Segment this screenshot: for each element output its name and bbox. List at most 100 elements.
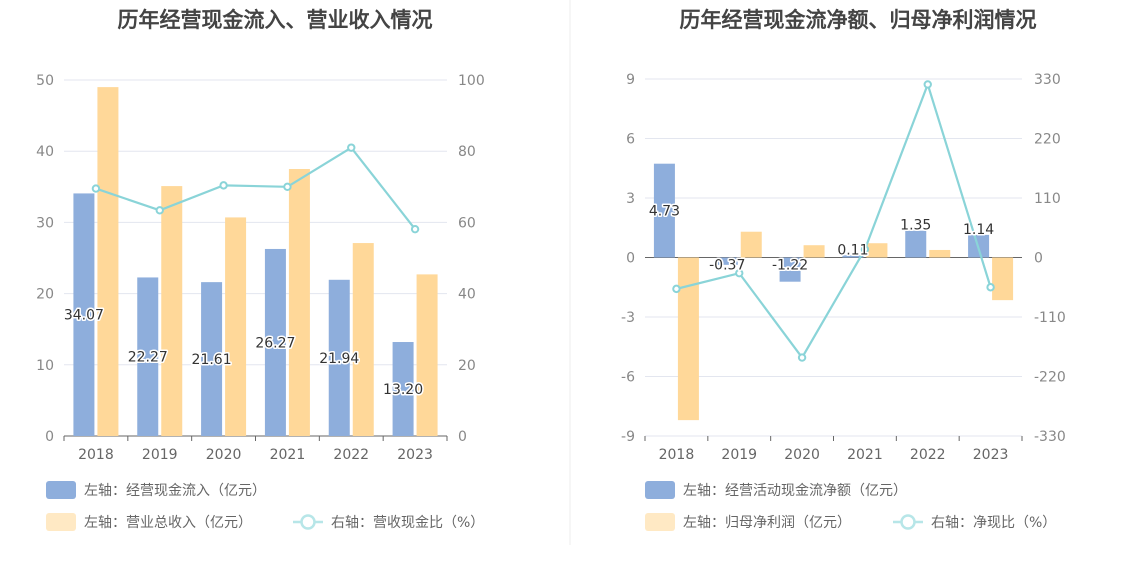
left-bar-data-label: 22.27 [128,350,168,366]
right-ratio-line [676,81,992,360]
right-bar-series1 [716,257,738,265]
left-ratio-point [347,143,356,152]
left-x-tick-label: 2019 [142,447,178,463]
right-y2-tick-label: 220 [1034,132,1061,148]
right-y-tick-label: 6 [626,132,635,148]
right-legend-swatch [645,513,675,531]
left-x-tick-label: 2023 [397,447,433,463]
left-bar-series2 [161,186,183,436]
left-y2-tick-label: 80 [458,144,476,160]
left-ratio-point [283,182,292,192]
right-bar-series1 [653,163,675,258]
right-bar-data-label: -1.22 [772,258,808,274]
right-bar-data-label: 1.14 [963,222,994,238]
left-x-tick-label: 2022 [333,447,369,463]
left-legend-label: 右轴：营收现金比（%） [331,515,484,531]
left-ratio-point [219,181,228,190]
left-x-tick-label: 2020 [206,447,242,463]
right-bar-series2 [740,231,762,258]
left-bar-series2 [288,169,310,436]
left-ratio-point [410,224,420,234]
right-ratio-point [860,245,870,254]
left-y-tick-label: 10 [36,358,54,374]
left-bar-series1 [392,342,414,436]
left-x-tick-label: 2021 [270,447,306,463]
left-bar-series1 [264,248,286,436]
right-y2-tick-label: -330 [1034,429,1066,445]
right-ratio-point [735,268,744,278]
right-legend-line-marker [900,514,916,530]
left-legend-label: 左轴：营业总收入（亿元） [84,515,252,531]
right-bar-data-label: -0.37 [709,258,745,274]
right-bar-series2 [866,243,888,258]
right-x-tick-label: 2021 [847,447,883,463]
left-bar-series1 [328,279,350,436]
left-y-tick-label: 40 [36,144,54,160]
left-y2-tick-label: 100 [458,73,485,89]
right-bar-data-label: 1.35 [900,218,931,234]
right-y2-tick-label: 0 [1034,251,1043,267]
right-legend-label: 右轴：净现比（%） [931,515,1056,531]
right-legend-swatch [645,481,675,499]
chart-title-left: 历年经营现金流入、营业收入情况 [118,8,433,32]
right-x-tick-label: 2019 [721,447,757,463]
right-ratio-point [797,353,807,362]
left-y2-tick-label: 40 [458,287,476,303]
left-legend-swatch [46,513,76,531]
right-legend-label: 左轴：归母净利润（亿元） [683,514,851,531]
left-y2-tick-label: 60 [458,215,476,231]
left-bar-series1 [73,193,95,436]
left-bar-data-label: 26.27 [255,335,295,351]
left-y-tick-label: 0 [45,429,54,445]
right-y-tick-label: -3 [621,310,635,326]
right-legend-label: 左轴：经营活动现金流净额（亿元） [683,483,907,499]
right-y-tick-label: 0 [626,251,635,267]
right-x-tick-label: 2018 [659,447,695,463]
right-bar-series1 [905,230,927,258]
right-y-tick-label: -9 [621,429,635,445]
right-y-tick-label: -6 [621,370,635,386]
left-bar-series1 [201,282,223,436]
right-bar-series2 [929,249,951,258]
right-ratio-point [923,80,932,89]
right-y-tick-label: 9 [626,72,635,88]
right-y-tick-label: 3 [626,191,635,207]
right-bar-series1 [779,257,801,282]
left-bar-series2 [225,217,247,436]
right-y2-tick-label: -110 [1034,310,1066,326]
left-ratio-point [91,184,101,193]
left-y-tick-label: 20 [36,287,54,303]
right-y2-tick-label: -220 [1034,370,1066,386]
right-bar-series1 [842,255,864,258]
left-y-tick-label: 50 [36,73,54,89]
left-bar-series2 [97,87,119,437]
left-ratio-point [155,206,164,215]
left-bar-data-label: 21.61 [192,352,232,368]
left-legend-label: 左轴：经营现金流入（亿元） [84,483,266,499]
right-ratio-point [986,283,995,292]
right-x-tick-label: 2022 [910,447,946,463]
right-bar-series2 [677,257,699,421]
chart-title-right: 历年经营现金流净额、归母净利润情况 [680,8,1037,32]
right-bar-data-label: 0.11 [837,242,868,258]
left-legend-line-marker [300,514,316,530]
right-x-tick-label: 2023 [973,447,1009,463]
left-legend-swatch [46,481,76,499]
right-x-tick-label: 2020 [784,447,820,463]
left-bar-data-label: 34.07 [64,308,104,324]
left-x-tick-label: 2018 [78,447,114,463]
right-bar-series2 [803,245,825,258]
right-bar-series2 [992,257,1014,301]
left-ratio-line [95,146,416,230]
left-bar-data-label: 13.20 [383,382,423,398]
left-bar-data-label: 21.94 [319,351,359,367]
right-y2-tick-label: 330 [1034,72,1061,88]
right-ratio-point [672,284,681,294]
right-bar-data-label: 4.73 [649,204,680,220]
left-y-tick-label: 30 [36,215,54,231]
left-y2-tick-label: 20 [458,358,476,374]
left-y2-tick-label: 0 [458,429,467,445]
right-y2-tick-label: 110 [1034,191,1061,207]
